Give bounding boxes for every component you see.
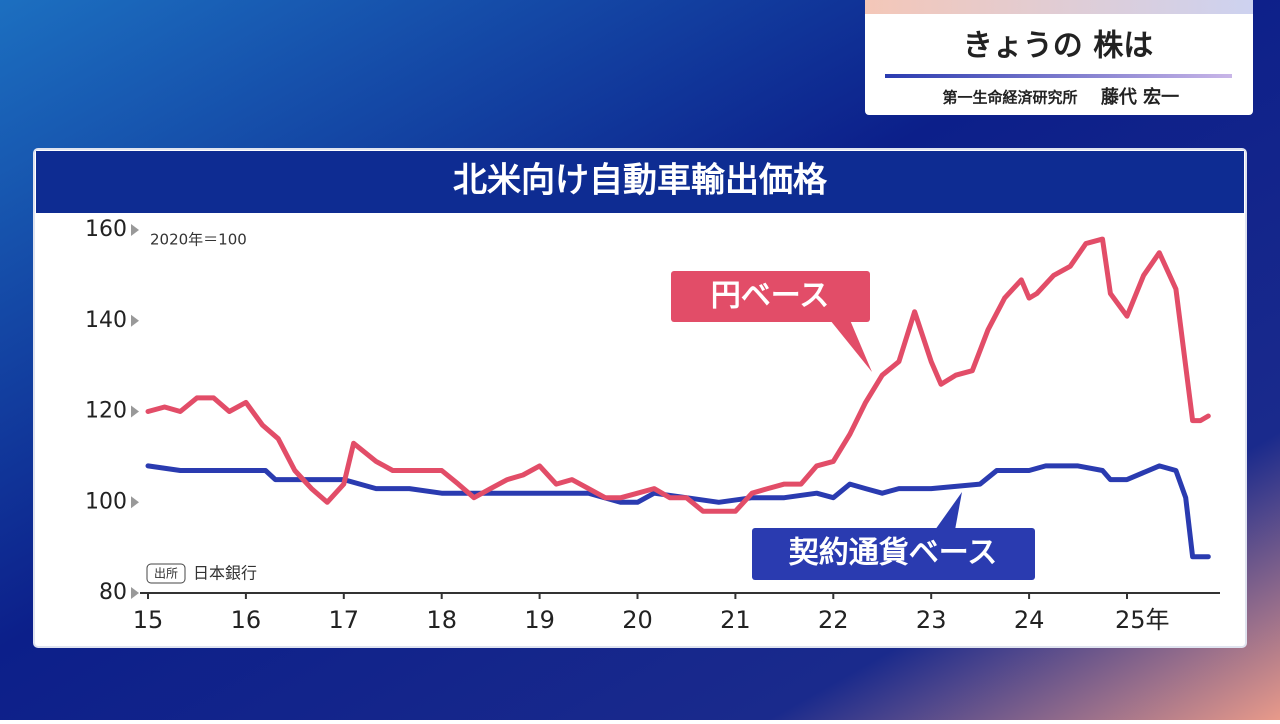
chart-title: 北米向け自動車輸出価格 xyxy=(453,161,828,201)
title-bar xyxy=(36,151,1244,213)
callout-contract: 契約通貨ベース xyxy=(752,492,1035,580)
affiliation: 第一生命経済研究所 xyxy=(942,89,1077,107)
x-tick-label: 22 xyxy=(818,606,849,634)
x-tick-label: 16 xyxy=(231,606,262,634)
series-label: 円ベース xyxy=(711,279,830,314)
source: 日本銀行 xyxy=(193,564,257,583)
x-tick-label: 24 xyxy=(1014,606,1045,634)
header-card: きょうの 株は 第一生命経済研究所 藤代 宏一 xyxy=(865,0,1253,115)
underline xyxy=(885,74,1232,78)
x-tick-label: 15 xyxy=(133,606,164,634)
x-tick-label: 17 xyxy=(329,606,360,634)
plot: 80 100 120 140 160 15 16 17 18 19 20 21 22 23 24 25年 xyxy=(85,217,1211,634)
callout-box xyxy=(752,528,1035,580)
card-strip xyxy=(865,0,1253,14)
series-label: 契約通貨ベース xyxy=(789,536,998,571)
x-tick-label: 18 xyxy=(426,606,457,634)
source-label: 出所 xyxy=(154,567,178,581)
unit-note: 2020年＝100 xyxy=(150,231,247,249)
callout-box xyxy=(671,271,870,322)
y-tick-label: 100 xyxy=(85,489,127,514)
x-tick-label: 19 xyxy=(524,606,555,634)
x-tick-label: 20 xyxy=(622,606,653,634)
y-tick xyxy=(131,405,139,418)
y-tick xyxy=(131,314,139,327)
callout-yen: 円ベース xyxy=(671,271,872,372)
header-title: きょうの 株は xyxy=(963,29,1153,64)
y-tick xyxy=(131,587,139,599)
series-line xyxy=(145,463,1211,560)
y-tick xyxy=(131,496,139,509)
x-tick-label: 23 xyxy=(916,606,947,634)
card xyxy=(865,0,1253,115)
source-box xyxy=(146,563,186,584)
person: 藤代 宏一 xyxy=(1101,86,1179,108)
callout-pointer xyxy=(830,320,872,372)
y-tick xyxy=(131,224,139,236)
y-tick-label: 120 xyxy=(85,399,127,424)
x-tick-label: 25年 xyxy=(1115,606,1170,634)
x-tick-label: 21 xyxy=(720,606,751,634)
y-tick-label: 160 xyxy=(85,217,127,242)
callout-pointer xyxy=(935,492,962,530)
y-tick-label: 140 xyxy=(85,308,127,333)
series-line xyxy=(145,236,1211,514)
y-tick-label: 80 xyxy=(99,580,127,605)
